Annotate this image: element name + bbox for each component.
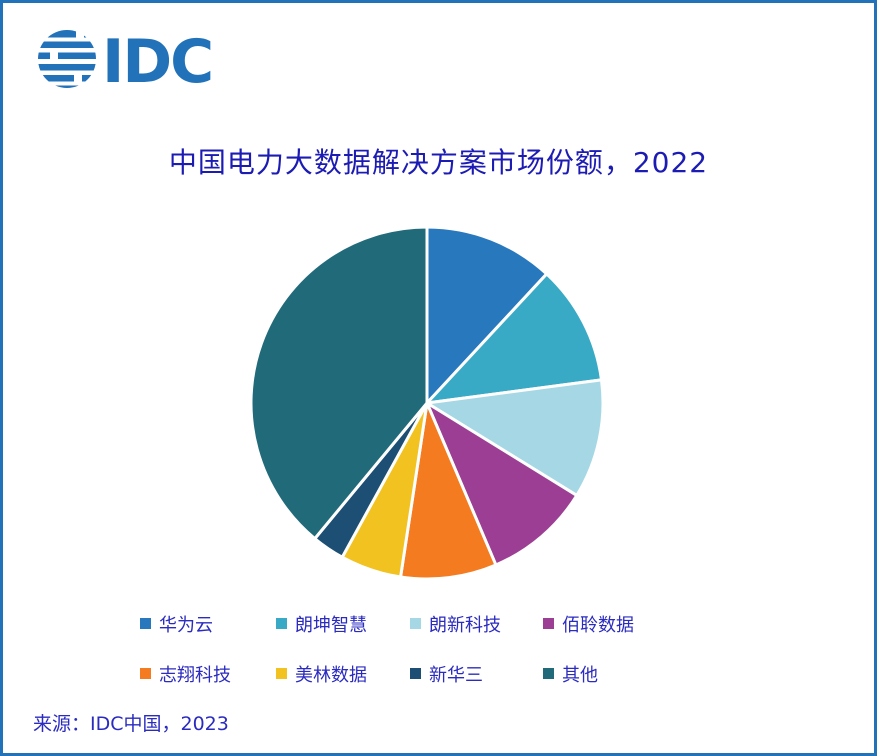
legend-item-佰聆数据: 佰聆数据 (543, 613, 634, 636)
legend-marker-icon (276, 618, 287, 629)
chart-title: 中国电力大数据解决方案市场份额，2022 (168, 146, 709, 179)
legend-label: 华为云 (159, 614, 213, 636)
legend-marker-icon (410, 668, 421, 679)
pie-chart (227, 203, 627, 603)
pie-slice-其他 (249, 225, 429, 541)
legend-item-朗新科技: 朗新科技 (410, 613, 543, 636)
legend-label: 新华三 (429, 664, 483, 686)
chart-legend: 华为云 朗坤智慧 朗新科技 佰聆数据志翔科技 美林数据 新华三 其他 (140, 613, 634, 686)
source-note: 来源：IDC中国，2023 (33, 713, 229, 735)
idc-logo-text: IDC (102, 27, 212, 91)
idc-logo: IDC (34, 27, 216, 97)
striped-globe-icon (34, 30, 100, 88)
legend-label: 朗坤智慧 (295, 614, 367, 636)
legend-marker-icon (543, 668, 554, 679)
legend-item-其他: 其他 (543, 663, 634, 686)
legend-item-志翔科技: 志翔科技 (140, 663, 276, 686)
pie-slice-朗新科技 (425, 378, 605, 497)
legend-marker-icon (140, 668, 151, 679)
legend-marker-icon (410, 618, 421, 629)
pie-slice-志翔科技 (399, 401, 498, 581)
legend-item-新华三: 新华三 (410, 663, 543, 686)
legend-label: 其他 (562, 664, 598, 686)
legend-label: 美林数据 (295, 664, 367, 686)
pie-slice-朗坤智慧 (425, 272, 603, 405)
legend-label: 志翔科技 (159, 664, 231, 686)
legend-marker-icon (543, 618, 554, 629)
idc-logo-graphic: IDC (34, 27, 214, 97)
legend-item-朗坤智慧: 朗坤智慧 (276, 613, 410, 636)
legend-marker-icon (276, 668, 287, 679)
legend-label: 朗新科技 (429, 614, 501, 636)
pie-chart-svg (249, 225, 605, 581)
pie-slice-华为云 (425, 225, 549, 405)
legend-item-美林数据: 美林数据 (276, 663, 410, 686)
legend-marker-icon (140, 618, 151, 629)
legend-item-华为云: 华为云 (140, 613, 276, 636)
legend-label: 佰聆数据 (562, 614, 634, 636)
pie-slice-佰聆数据 (425, 401, 579, 567)
